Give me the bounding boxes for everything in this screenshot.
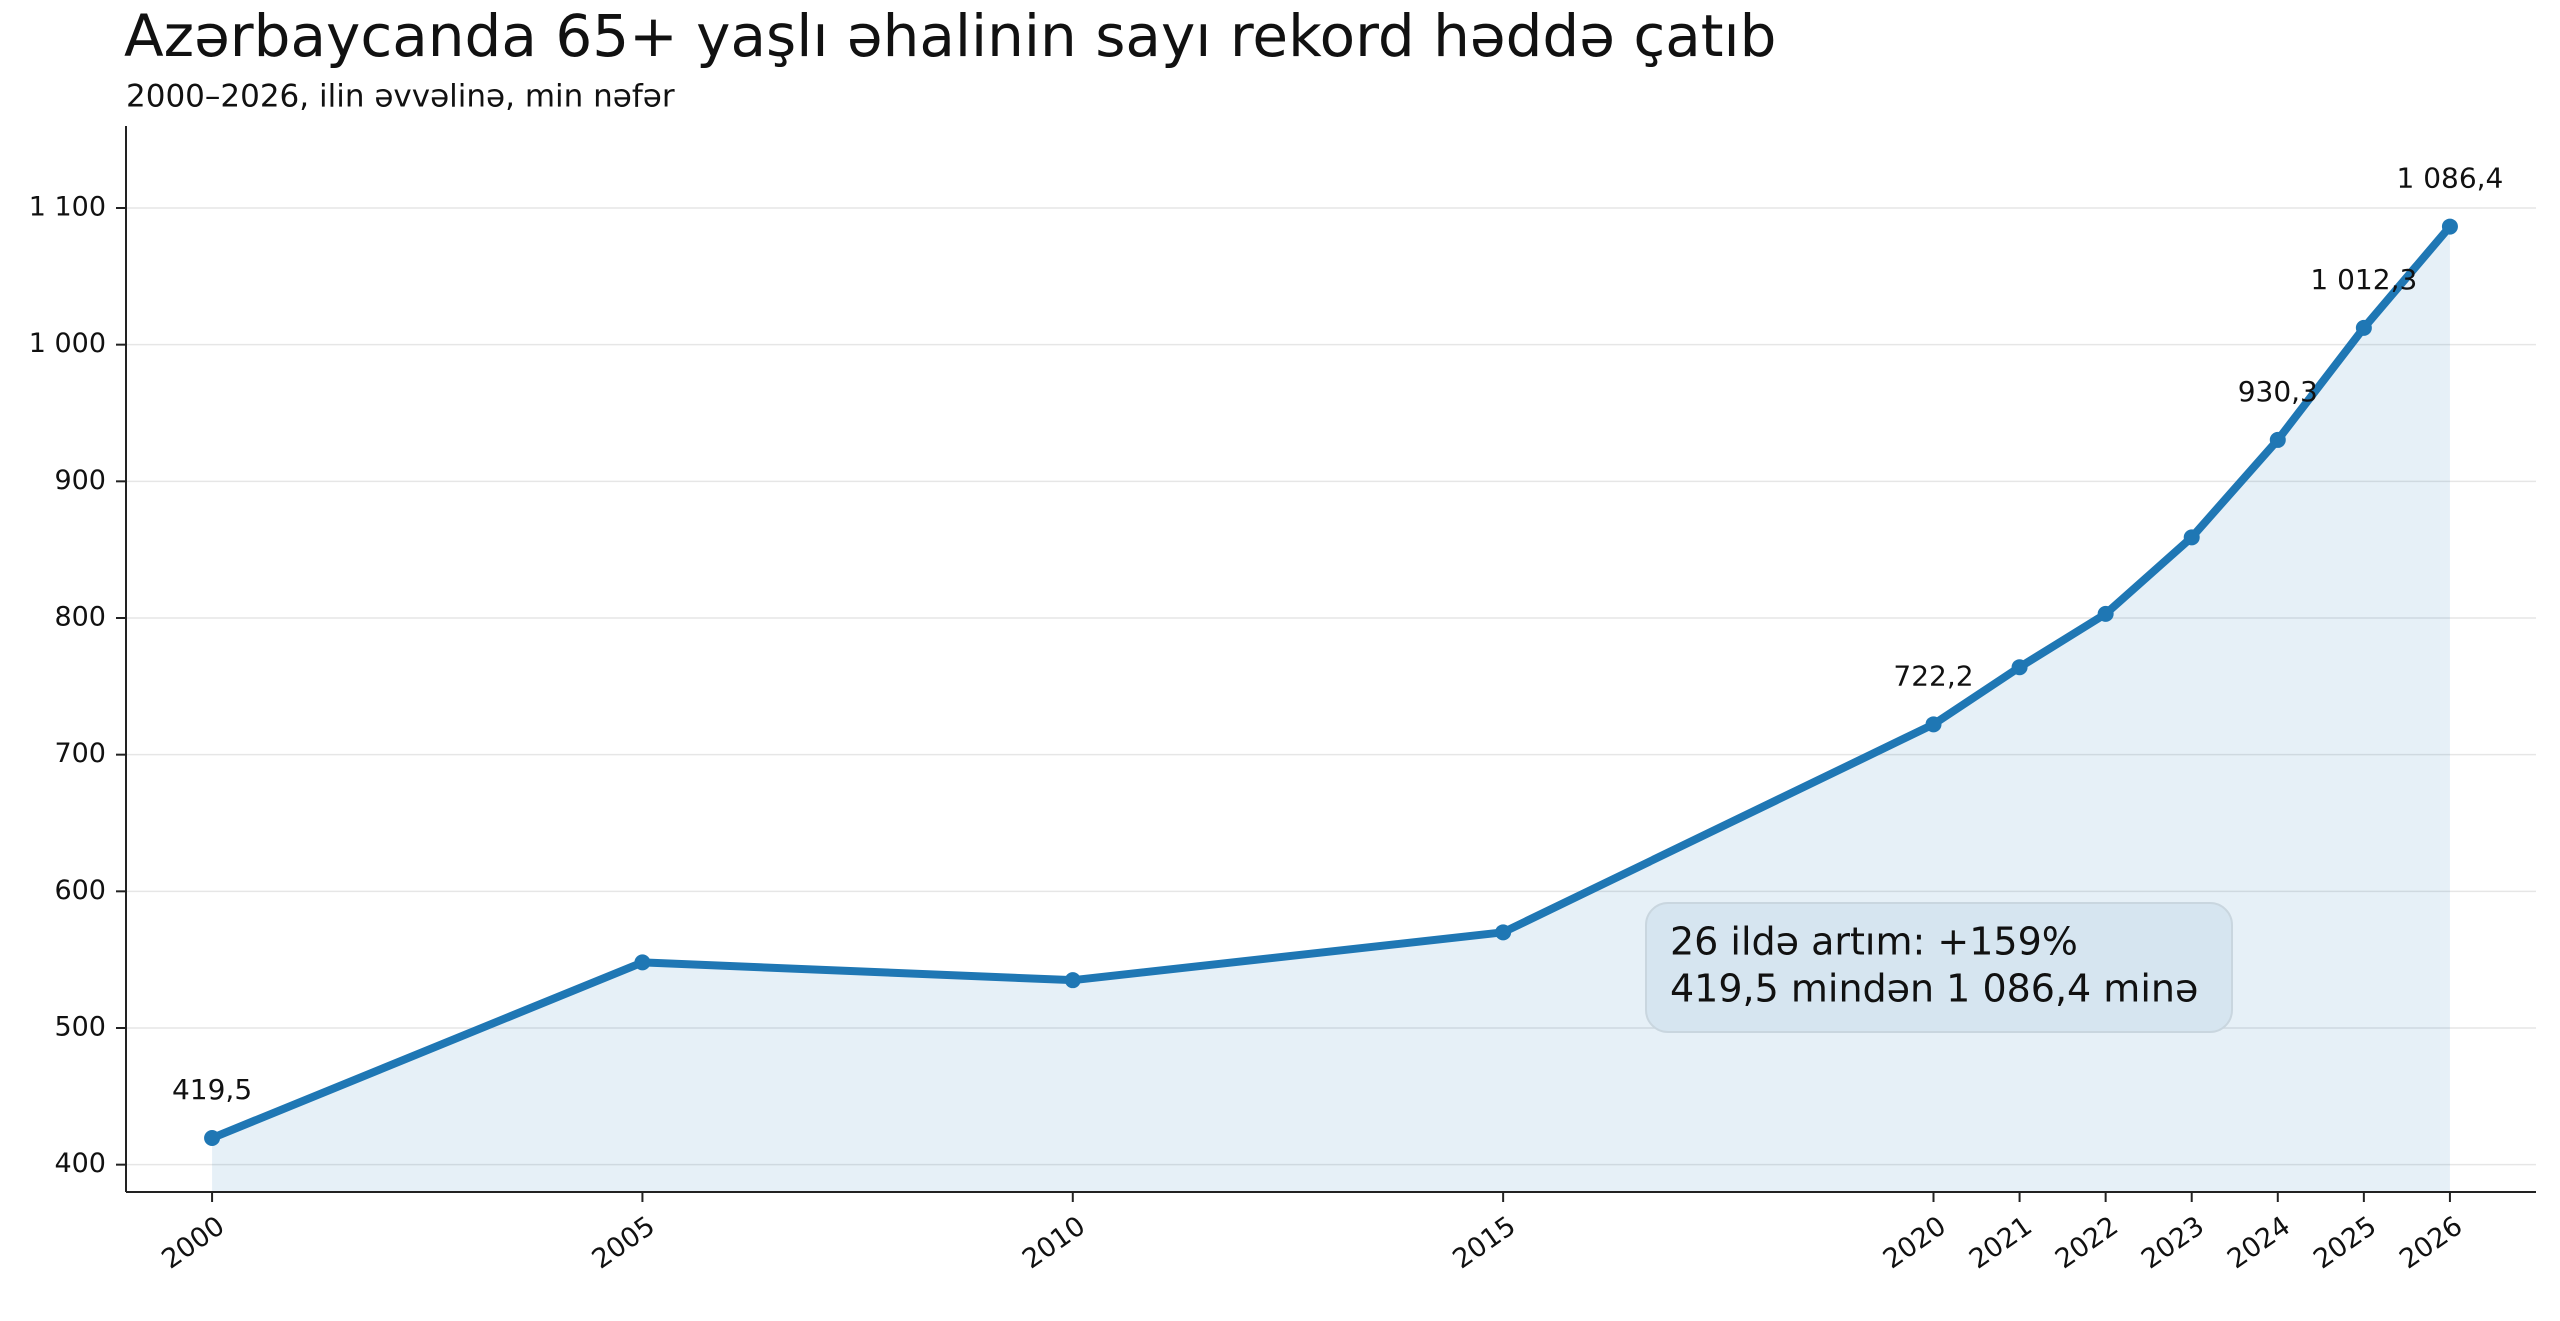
point xyxy=(2441,218,2458,235)
annotation: 419,5 mindən 1 086,4 minə xyxy=(1670,967,2198,1011)
value-label: 1 012,3 xyxy=(2310,263,2417,296)
annotation-box xyxy=(1645,902,2233,1033)
x-tick-label: 2022 xyxy=(2050,1210,2124,1275)
value-label: 419,5 xyxy=(172,1073,252,1106)
x-tick-label: 2000 xyxy=(156,1210,230,1275)
y-tick-label: 500 xyxy=(54,1012,106,1043)
x-tick-label: 2025 xyxy=(2308,1210,2382,1275)
x-tick-label: 2020 xyxy=(1878,1210,1952,1275)
x-tick-label: 2005 xyxy=(587,1210,661,1275)
x-tick-label: 2026 xyxy=(2394,1210,2468,1275)
point xyxy=(2355,319,2372,336)
x-tick-label: 2010 xyxy=(1017,1210,1091,1275)
x-tick-label: 2023 xyxy=(2136,1210,2210,1275)
annotation: 26 ildə artım: +159% xyxy=(1670,920,2078,964)
area xyxy=(212,226,2450,1192)
y-tick-label: 800 xyxy=(54,602,106,633)
value-label: 930,3 xyxy=(2238,375,2318,408)
point xyxy=(1495,924,1512,941)
point xyxy=(204,1130,221,1147)
x-tick-label: 2021 xyxy=(1964,1210,2038,1275)
point xyxy=(1064,972,1081,989)
value-label: 722,2 xyxy=(1893,659,1973,692)
value-label: 1 086,4 xyxy=(2396,162,2503,195)
y-tick-label: 1 000 xyxy=(29,328,106,359)
point xyxy=(2269,431,2286,448)
y-tick-label: 400 xyxy=(54,1148,106,1179)
point xyxy=(2011,659,2028,676)
point xyxy=(2097,605,2114,622)
y-tick-label: 600 xyxy=(54,875,106,906)
y-tick-label: 1 100 xyxy=(29,192,106,223)
y-tick-label: 900 xyxy=(54,465,106,496)
chart-title: Azərbaycanda 65+ yaşlı əhalinin sayı rek… xyxy=(124,2,1776,70)
point xyxy=(2183,529,2200,546)
y-tick-label: 700 xyxy=(54,738,106,769)
x-tick-label: 2015 xyxy=(1447,1210,1521,1275)
point xyxy=(1925,716,1942,733)
x-tick-label: 2024 xyxy=(2222,1210,2296,1275)
point xyxy=(634,954,651,971)
chart-subtitle: 2000–2026, ilin əvvəlinə, min nəfər xyxy=(126,79,675,115)
